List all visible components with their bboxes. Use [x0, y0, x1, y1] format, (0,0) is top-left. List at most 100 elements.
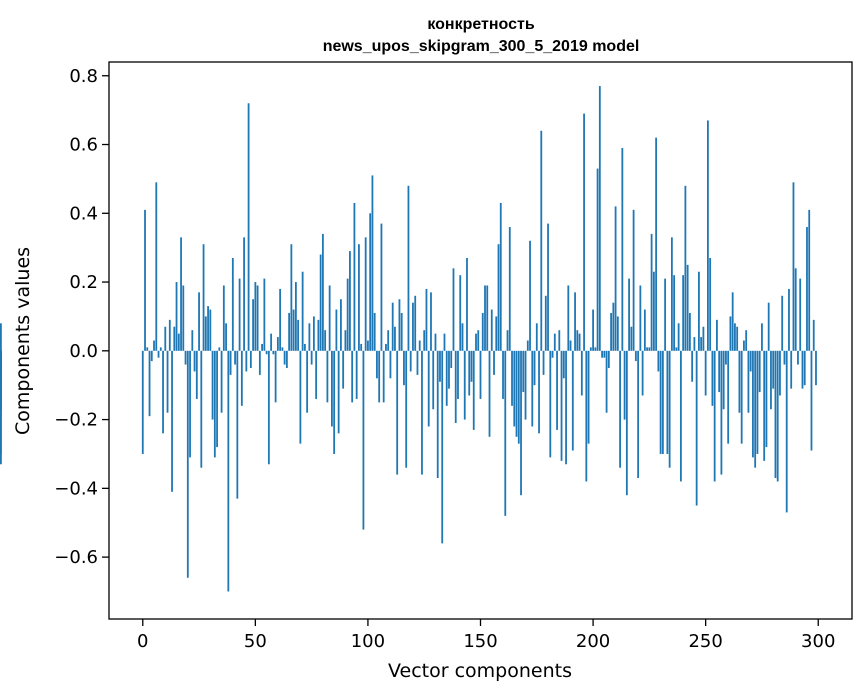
bar	[736, 326, 739, 351]
bar	[562, 350, 565, 379]
bar	[765, 350, 768, 448]
bar	[267, 350, 270, 465]
bar	[761, 323, 763, 351]
bar	[589, 347, 592, 351]
bar	[256, 285, 259, 351]
bar	[783, 350, 786, 365]
bar	[195, 350, 198, 399]
bar	[812, 319, 815, 351]
bar	[416, 350, 419, 375]
bar	[229, 350, 232, 375]
bar	[598, 86, 601, 351]
bar	[490, 309, 493, 351]
bar	[279, 288, 282, 351]
bar	[333, 350, 336, 454]
bar	[373, 312, 376, 351]
bar	[216, 350, 218, 448]
bar	[502, 350, 504, 399]
bar	[565, 350, 567, 465]
bar	[335, 309, 338, 351]
bar	[263, 278, 266, 351]
bar	[436, 350, 439, 479]
bar	[605, 350, 608, 413]
bar	[621, 147, 624, 351]
bar	[445, 350, 448, 406]
bar	[220, 350, 223, 413]
bar	[409, 350, 412, 372]
bar	[144, 209, 146, 351]
bar	[218, 347, 221, 351]
bar	[240, 350, 243, 406]
bar	[801, 350, 804, 389]
bar	[695, 350, 698, 506]
bar	[585, 350, 588, 482]
bar	[0, 350, 2, 465]
bar	[261, 343, 263, 351]
bar	[693, 337, 696, 351]
bar	[358, 244, 360, 351]
bar	[616, 316, 619, 351]
bar	[454, 350, 457, 424]
bar	[378, 350, 381, 403]
bar	[193, 350, 196, 372]
bar	[398, 299, 401, 351]
bar	[470, 350, 473, 382]
bar	[382, 350, 385, 403]
bar	[686, 264, 689, 351]
bar	[249, 350, 252, 368]
bar	[337, 350, 340, 434]
bar	[394, 326, 396, 351]
bar	[767, 302, 770, 351]
bar	[236, 350, 239, 499]
bar	[497, 244, 500, 351]
y-tick-label: 0.6	[69, 135, 98, 156]
bar	[679, 350, 682, 482]
bar	[614, 206, 617, 351]
bar	[301, 271, 304, 351]
bar	[743, 340, 745, 351]
bar	[385, 343, 387, 351]
bar	[310, 350, 313, 365]
bar	[209, 309, 212, 351]
bar	[159, 347, 162, 351]
bar	[387, 330, 390, 351]
x-tick-label: 300	[801, 631, 835, 652]
bar	[418, 340, 421, 351]
bar	[580, 350, 583, 396]
bar	[594, 347, 597, 351]
bar	[569, 340, 572, 351]
bar	[281, 347, 284, 351]
bar	[403, 350, 405, 386]
bar	[227, 350, 230, 592]
bar	[747, 350, 750, 413]
bar	[459, 275, 462, 351]
bar	[583, 113, 585, 351]
y-tick-label: 0.2	[69, 272, 98, 293]
bar	[306, 350, 309, 413]
bar	[632, 209, 635, 351]
bar	[700, 337, 703, 351]
bar	[754, 350, 757, 468]
bar	[191, 330, 194, 351]
bar	[164, 326, 167, 351]
bar	[808, 209, 811, 351]
bar	[661, 350, 664, 454]
bar	[448, 350, 450, 389]
bar	[711, 350, 714, 406]
bar	[493, 350, 495, 375]
bar	[317, 319, 320, 351]
bar	[479, 350, 482, 399]
x-tick-label: 200	[576, 631, 610, 652]
bar	[556, 350, 558, 430]
bar	[540, 130, 543, 351]
bar	[155, 182, 158, 351]
bar	[173, 326, 176, 351]
bar	[684, 185, 687, 351]
bar	[740, 350, 743, 444]
bar	[506, 330, 509, 351]
bar	[576, 330, 579, 351]
bar	[655, 137, 658, 351]
bar	[731, 292, 734, 351]
bar	[601, 350, 603, 358]
bar	[709, 257, 712, 351]
